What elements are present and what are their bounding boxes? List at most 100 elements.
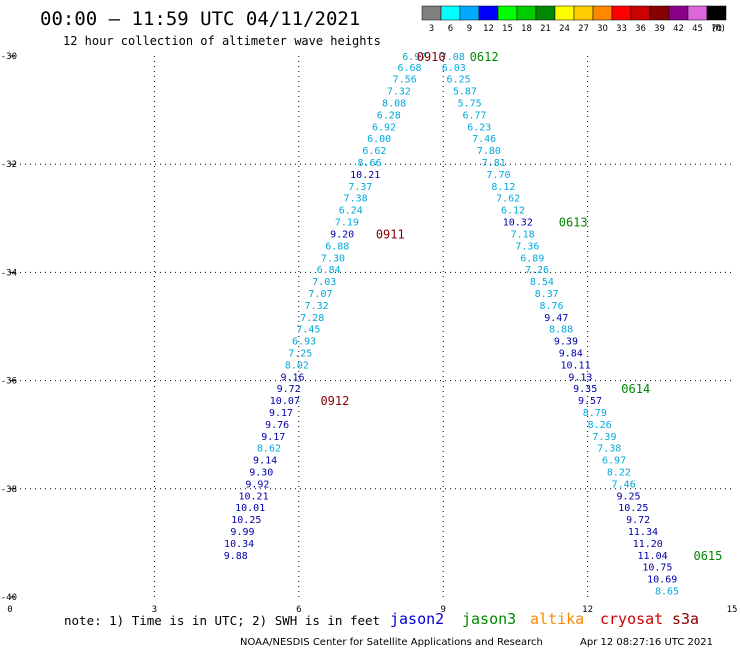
- swh-value: 9.14: [253, 456, 277, 467]
- swh-value: 10.07: [270, 396, 300, 407]
- swh-value: 7.18: [511, 229, 535, 240]
- swh-value: 8.12: [491, 182, 515, 193]
- swh-value: 8.37: [535, 289, 559, 300]
- legend-unit: (ft): [712, 24, 725, 34]
- legend-swatch: [554, 5, 575, 21]
- swh-value: 7.25: [288, 348, 312, 359]
- legend-bin-label: 9: [467, 24, 472, 34]
- swh-value: 7.19: [335, 218, 359, 229]
- legend-swatch: [592, 5, 613, 21]
- swh-value: 10.69: [647, 575, 677, 586]
- swh-value: 9.88: [224, 551, 248, 562]
- swh-value: 10.32: [503, 218, 533, 229]
- swh-value: 10.01: [235, 503, 265, 514]
- swh-value: 7.56: [393, 75, 417, 86]
- swh-value: 8.88: [549, 325, 573, 336]
- legend-swatch: [630, 5, 651, 21]
- x-tick-label: 9: [440, 605, 445, 615]
- swh-value: 8.02: [285, 360, 309, 371]
- legend-swatch: [497, 5, 518, 21]
- swh-value: 6.92: [372, 122, 396, 133]
- legend-bin-label: 39: [654, 24, 665, 34]
- swh-value: 6.00: [367, 134, 391, 145]
- credit-text: NOAA/NESDIS Center for Satellite Applica…: [240, 637, 543, 648]
- swh-value: 6.28: [377, 110, 401, 121]
- swh-value: 6.23: [467, 122, 491, 133]
- swh-value: 11.34: [628, 527, 658, 538]
- swh-value: 7.32: [305, 301, 329, 312]
- swh-value: 7.80: [477, 146, 501, 157]
- swh-value: 11.20: [633, 539, 663, 550]
- y-tick-label: -38: [1, 485, 17, 495]
- swh-value: 8.66: [358, 158, 382, 169]
- x-tick-label: 6: [296, 605, 301, 615]
- swh-value: 5.87: [453, 87, 477, 98]
- swh-value: 10.25: [618, 503, 648, 514]
- chart-title: 00:00 – 11:59 UTC 04/11/2021: [40, 8, 360, 30]
- y-tick-label: -40: [1, 593, 17, 603]
- legend-swatch: [421, 5, 442, 21]
- x-tick-label: 0: [7, 605, 12, 615]
- legend-bin-label: 12: [483, 24, 494, 34]
- pass-label: 0912: [320, 394, 349, 408]
- swh-value: 6.25: [447, 75, 471, 86]
- swh-value: 6.93: [292, 337, 316, 348]
- swh-value: 6.03: [442, 63, 466, 74]
- swh-value: 8.26: [588, 420, 612, 431]
- legend-swatch: [649, 5, 670, 21]
- swh-value: 7.38: [597, 444, 621, 455]
- legend-bin-label: 21: [540, 24, 551, 34]
- legend-swatch: [611, 5, 632, 21]
- swh-value: 7.46: [612, 479, 636, 490]
- legend-bin-label: 18: [521, 24, 532, 34]
- legend-bin-label: 42: [673, 24, 684, 34]
- swh-value: 7.46: [472, 134, 496, 145]
- legend-bin-label: 33: [616, 24, 627, 34]
- x-tick-label: 3: [152, 605, 157, 615]
- swh-value: 7.32: [387, 87, 411, 98]
- swh-value: 6.62: [362, 146, 386, 157]
- pass-label: 0612: [470, 50, 499, 64]
- pass-labels: 0910 0911 0912 0612 0613 0614 0615: [320, 50, 722, 563]
- legend-cryosat: cryosat: [600, 610, 663, 628]
- legend-swatch: [459, 5, 480, 21]
- swh-value: 7.07: [308, 289, 332, 300]
- legend-bin-label: 30: [597, 24, 608, 34]
- plot-grid: [10, 55, 732, 598]
- y-tick-label: -30: [1, 52, 17, 62]
- swh-value: 9.57: [578, 396, 602, 407]
- swh-value: 6.97: [402, 52, 426, 63]
- footer-note: note: 1) Time is in UTC; 2) SWH is in fe…: [64, 613, 380, 628]
- swh-value: 10.21: [238, 491, 268, 502]
- swh-value: 9.35: [573, 384, 597, 395]
- legend-bin-label: 45: [692, 24, 703, 34]
- swh-value: 9.30: [249, 467, 273, 478]
- swh-value: 9.99: [230, 527, 254, 538]
- swh-value: 7.39: [592, 432, 616, 443]
- swh-value: 9.20: [330, 229, 354, 240]
- swh-value: 9.17: [261, 432, 285, 443]
- swh-value: 10.25: [231, 515, 261, 526]
- swh-value: 9.17: [269, 408, 293, 419]
- swh-value: 8.62: [257, 444, 281, 455]
- legend-swatch: [573, 5, 594, 21]
- legend-swatch: [668, 5, 689, 21]
- swh-value: 6.77: [462, 110, 486, 121]
- swh-value: 7.26: [525, 265, 549, 276]
- legend-swatch: [706, 5, 727, 21]
- swh-value: 7.37: [348, 182, 372, 193]
- swh-value: 7.08: [441, 52, 465, 63]
- legend-swatch: [687, 5, 708, 21]
- y-tick-label: -34: [1, 268, 17, 278]
- swh-value: 7.81: [482, 158, 506, 169]
- swh-value: 7.30: [321, 253, 345, 264]
- y-tick-label: -32: [1, 160, 17, 170]
- swh-value: 6.84: [317, 265, 341, 276]
- swh-value: 6.97: [602, 456, 626, 467]
- legend-swatch: [516, 5, 537, 21]
- swh-value: 9.72: [277, 384, 301, 395]
- y-axis-ticks: -30 -32 -34 -36 -38 -40: [1, 52, 17, 603]
- swh-value: 6.24: [339, 206, 363, 217]
- pass-label: 0615: [693, 549, 722, 563]
